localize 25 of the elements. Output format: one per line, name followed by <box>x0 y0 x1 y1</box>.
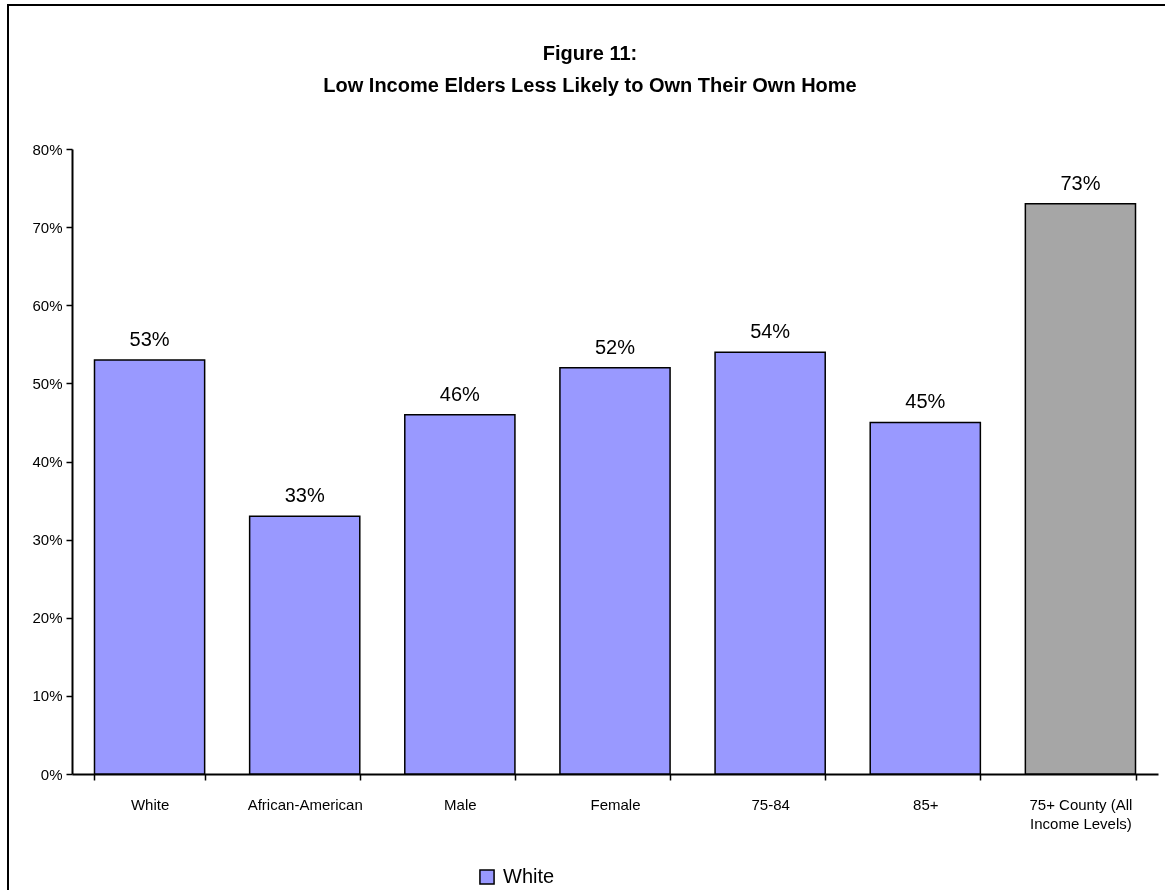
data-label: 45% <box>905 390 946 413</box>
y-tick-label: 20% <box>32 609 63 627</box>
y-tick-label: 40% <box>32 453 63 470</box>
data-label: 33% <box>284 484 325 507</box>
y-tick-label: 0% <box>40 765 63 783</box>
x-tick-label: 85+ <box>913 795 939 813</box>
data-label: 53% <box>129 327 170 350</box>
data-label: 52% <box>594 335 636 358</box>
y-tick-label: 60% <box>32 296 63 314</box>
x-tick-label: Male <box>444 795 477 813</box>
x-tick-label: Female <box>590 795 641 813</box>
data-label: 54% <box>750 320 791 343</box>
y-tick-label: 10% <box>32 687 63 705</box>
chart-title: Figure 11: Low Income Elders Less Likely to Own Their Own Home <box>323 42 857 96</box>
x-tick-label: African-American <box>247 795 363 813</box>
y-tick-label: 50% <box>32 374 63 392</box>
legend-label: White <box>503 865 555 887</box>
data-label: 73% <box>1060 171 1101 194</box>
data-label: 46% <box>439 382 481 405</box>
y-tick-label: 80% <box>32 140 63 158</box>
x-tick-label: 75-84 <box>751 795 790 813</box>
y-tick-label: 70% <box>32 218 63 236</box>
y-tick-label: 30% <box>32 531 63 549</box>
x-tick-label: White <box>130 795 170 813</box>
x-tick-label: 75+ County (All Income Levels) <box>1029 795 1133 832</box>
